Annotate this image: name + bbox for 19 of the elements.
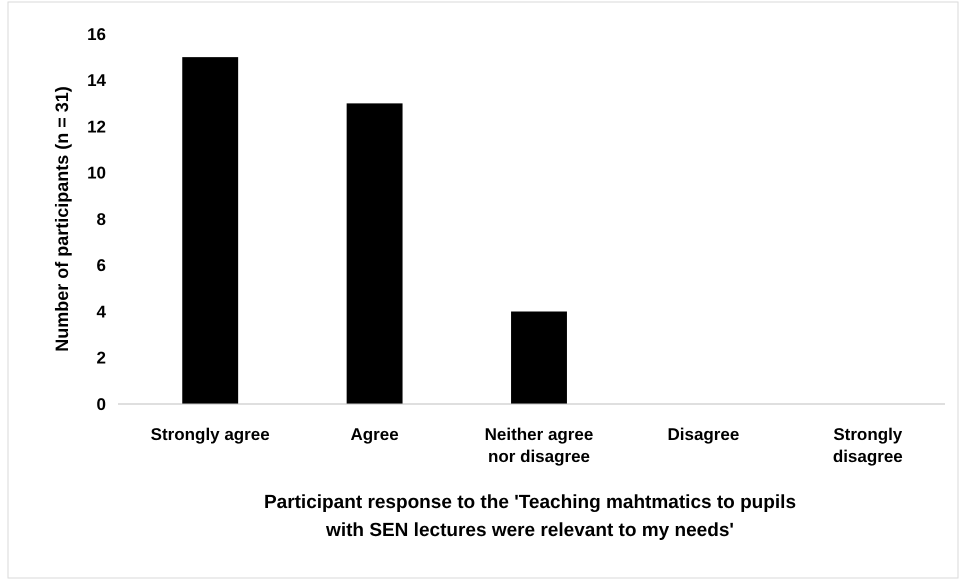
x-tick-label: Strongly agree <box>150 425 270 444</box>
y-tick-label: 16 <box>87 24 106 44</box>
bar <box>182 57 238 404</box>
x-tick-label: Strongly disagree <box>832 425 903 466</box>
bar <box>511 312 567 404</box>
y-tick-label: 12 <box>87 117 106 136</box>
y-axis-title: Number of participants (n = 31) <box>52 86 72 352</box>
x-tick-label: Agree <box>350 425 399 444</box>
y-tick-label: 6 <box>96 256 106 276</box>
bar <box>346 103 403 404</box>
y-tick-label: 14 <box>87 71 107 90</box>
x-tick-label: Disagree <box>667 425 740 444</box>
y-tick-label: 10 <box>87 164 106 183</box>
y-tick-label: 8 <box>96 210 106 229</box>
y-tick-label: 4 <box>96 302 107 322</box>
x-axis-title: Participant response to the 'Teaching mahtmatics to pupils with SEN lectures were relevant to my needs' <box>264 492 796 541</box>
y-tick-label: 0 <box>96 394 106 414</box>
x-tick-label: Neither agree nor disagree <box>484 425 594 466</box>
y-tick-label: 2 <box>96 348 106 368</box>
